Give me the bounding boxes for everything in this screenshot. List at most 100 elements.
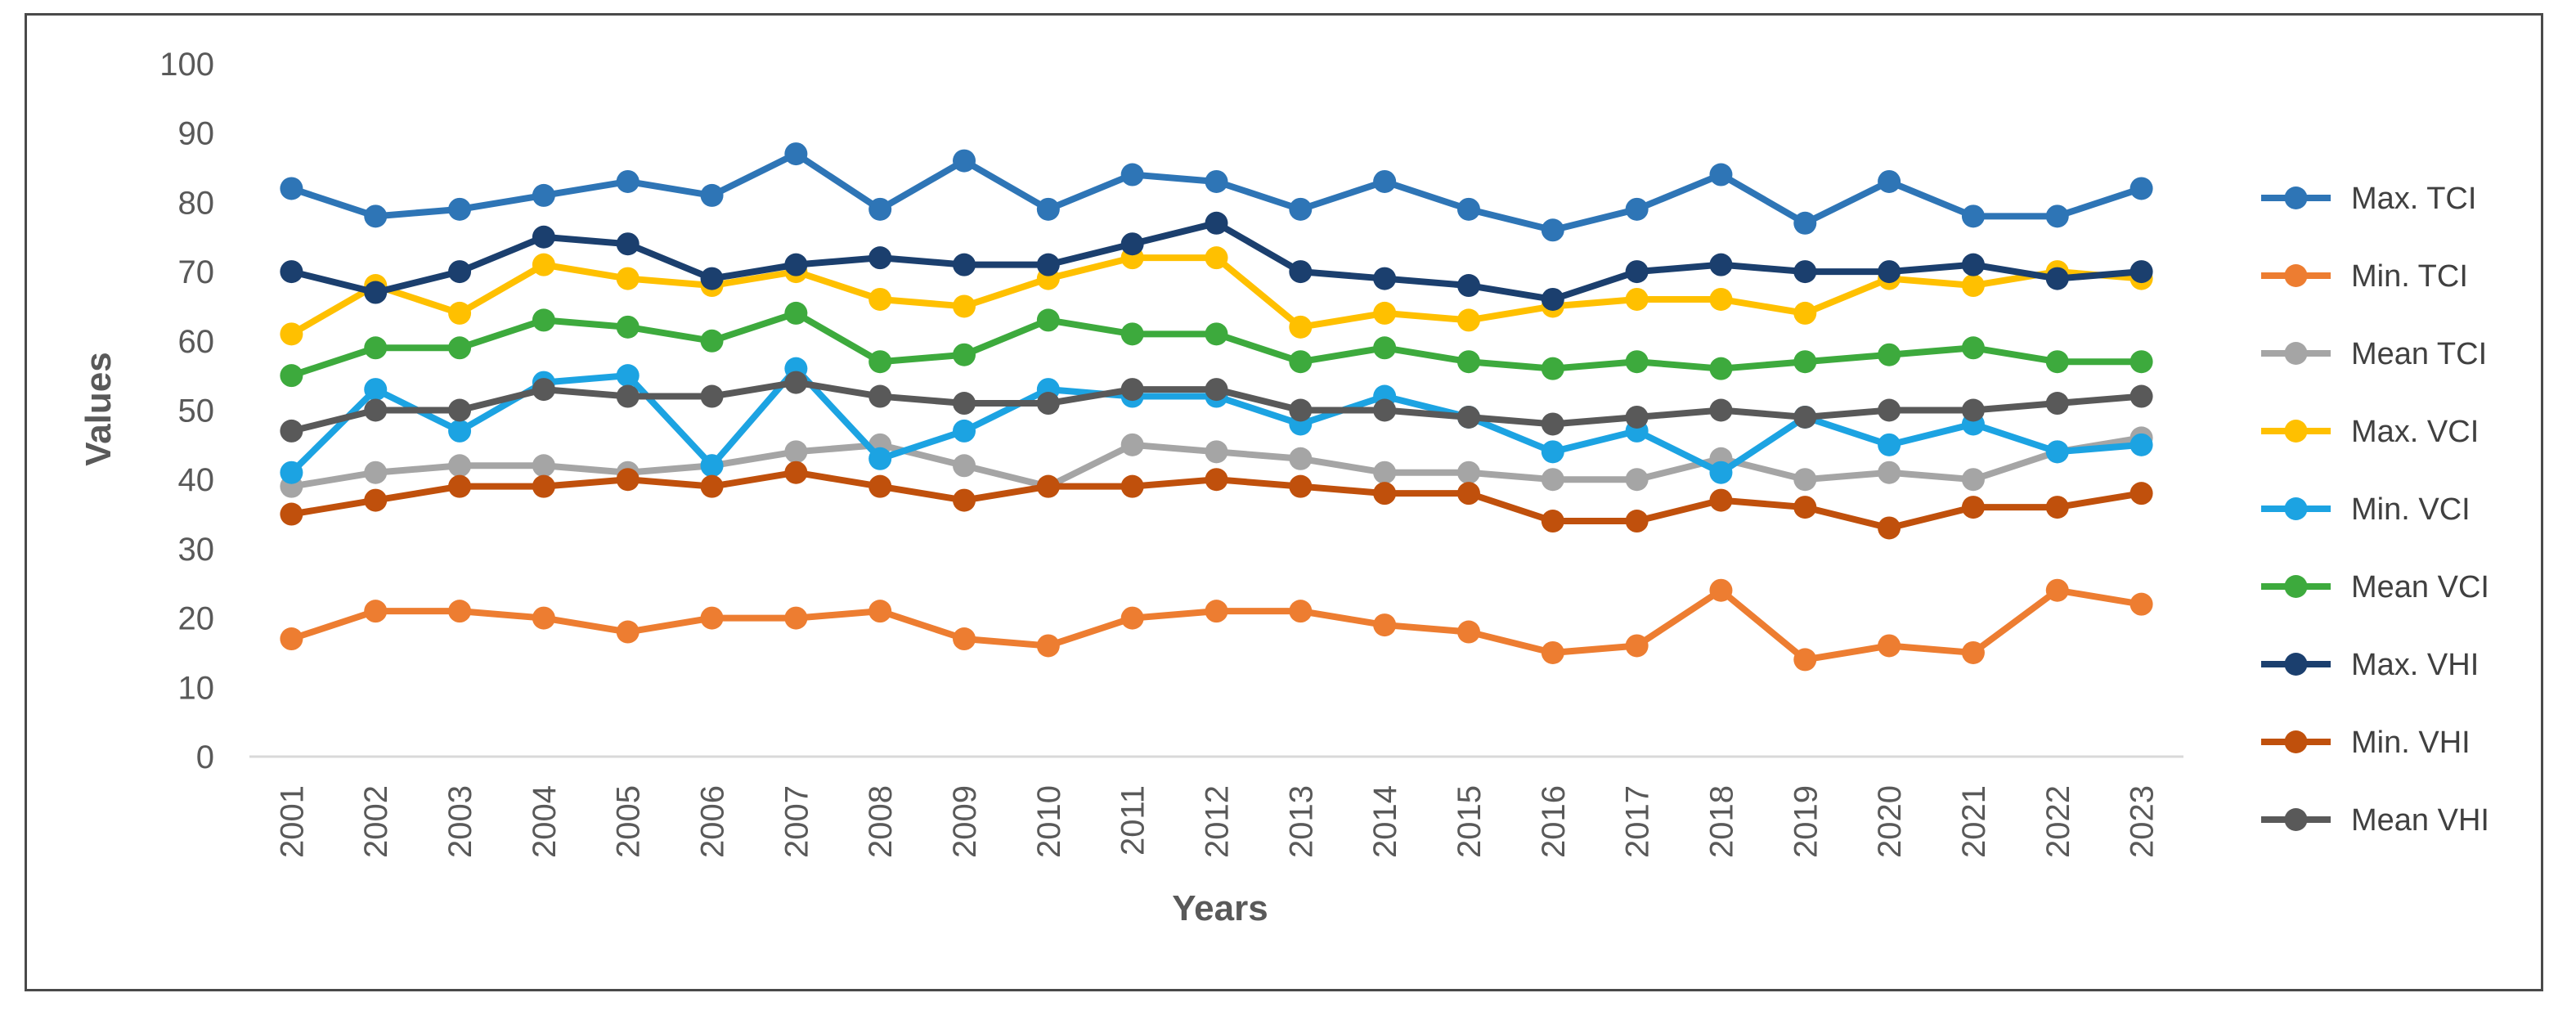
data-point <box>700 267 724 290</box>
y-tick-label: 60 <box>178 324 215 360</box>
x-tick-label: 2010 <box>1031 785 1067 858</box>
data-point <box>1373 461 1397 484</box>
data-point <box>1205 378 1228 402</box>
data-point <box>532 183 555 207</box>
data-point <box>784 253 808 276</box>
data-point <box>868 384 892 408</box>
data-point <box>280 177 303 200</box>
legend-label: Mean TCI <box>2351 337 2487 371</box>
data-point <box>868 287 892 311</box>
data-point <box>1878 516 1901 540</box>
data-point <box>1036 474 1060 498</box>
data-point <box>1625 634 1649 658</box>
legend-item: Mean VCI <box>2261 570 2489 604</box>
data-point <box>1793 405 1817 429</box>
y-tick-label: 100 <box>159 47 214 83</box>
x-tick-label: 2016 <box>1536 785 1572 858</box>
data-point <box>1205 322 1228 346</box>
data-point <box>1036 253 1060 276</box>
data-point <box>1456 274 1480 298</box>
data-point <box>1709 398 1733 422</box>
x-tick-label: 2018 <box>1703 785 1739 858</box>
data-point <box>364 398 388 422</box>
y-tick-label: 80 <box>178 185 215 221</box>
data-point <box>868 600 892 623</box>
legend-label: Min. VHI <box>2351 726 2471 760</box>
data-point <box>280 322 303 346</box>
data-point <box>1289 350 1313 374</box>
data-point <box>532 378 555 402</box>
legend-item: Max. VHI <box>2261 648 2479 682</box>
data-point <box>1625 260 1649 284</box>
data-point <box>1120 474 1144 498</box>
data-point <box>1373 301 1397 325</box>
x-tick-label: 2019 <box>1788 785 1824 858</box>
data-point <box>1289 260 1313 284</box>
data-point <box>1205 211 1228 235</box>
series-mean-vci <box>280 301 2153 388</box>
data-point <box>1205 246 1228 270</box>
data-point <box>868 197 892 221</box>
data-point <box>1878 343 1901 366</box>
data-point <box>784 461 808 484</box>
data-point <box>448 419 472 443</box>
x-tick-label: 2011 <box>1115 785 1151 856</box>
data-point <box>616 468 640 492</box>
data-point <box>1961 496 1985 519</box>
data-point <box>1961 336 1985 360</box>
data-point <box>1456 197 1480 221</box>
x-axis-ticks: 2001 2002 2003 2004 2005 2006 2007 2008 2009 2010… <box>274 785 2160 858</box>
data-point <box>532 308 555 332</box>
data-point <box>1878 634 1901 658</box>
data-point <box>700 183 724 207</box>
data-point <box>1878 398 1901 422</box>
data-point <box>616 315 640 339</box>
data-point <box>280 260 303 284</box>
data-point <box>1878 169 1901 193</box>
data-point <box>1961 204 1985 228</box>
data-point <box>1961 468 1985 492</box>
data-point <box>700 606 724 630</box>
data-point <box>1961 398 1985 422</box>
x-axis-title: Years <box>1172 888 1268 928</box>
data-point <box>1541 640 1564 664</box>
data-point <box>1289 398 1313 422</box>
legend-marker <box>2284 575 2308 598</box>
y-tick-label: 40 <box>178 462 215 498</box>
data-point <box>1036 197 1060 221</box>
data-point <box>868 474 892 498</box>
series-min-vhi <box>280 461 2153 540</box>
data-point <box>1709 253 1733 276</box>
legend-marker <box>2284 730 2308 753</box>
legend-item: Mean VHI <box>2261 803 2489 838</box>
data-point <box>868 447 892 470</box>
x-tick-label: 2014 <box>1367 785 1403 858</box>
data-point <box>1541 218 1564 242</box>
data-point <box>1456 308 1480 332</box>
data-point <box>1120 378 1144 402</box>
data-point <box>1120 163 1144 186</box>
data-point <box>1036 308 1060 332</box>
data-point <box>2129 384 2153 408</box>
data-point <box>1289 600 1313 623</box>
data-point <box>364 461 388 484</box>
x-tick-label: 2002 <box>358 785 394 858</box>
data-point <box>1456 461 1480 484</box>
data-point <box>364 600 388 623</box>
data-point <box>616 364 640 388</box>
data-point <box>1373 169 1397 193</box>
legend-marker <box>2284 342 2308 365</box>
data-point <box>448 301 472 325</box>
legend-label: Mean VCI <box>2351 570 2489 604</box>
data-point <box>1961 253 1985 276</box>
data-point <box>1456 482 1480 506</box>
data-point <box>1541 357 1564 380</box>
data-point <box>1961 640 1985 664</box>
data-point <box>1793 211 1817 235</box>
data-point <box>1709 357 1733 380</box>
data-point <box>1456 350 1480 374</box>
data-point <box>2129 482 2153 506</box>
data-point <box>448 474 472 498</box>
data-point <box>1373 398 1397 422</box>
data-point <box>868 350 892 374</box>
